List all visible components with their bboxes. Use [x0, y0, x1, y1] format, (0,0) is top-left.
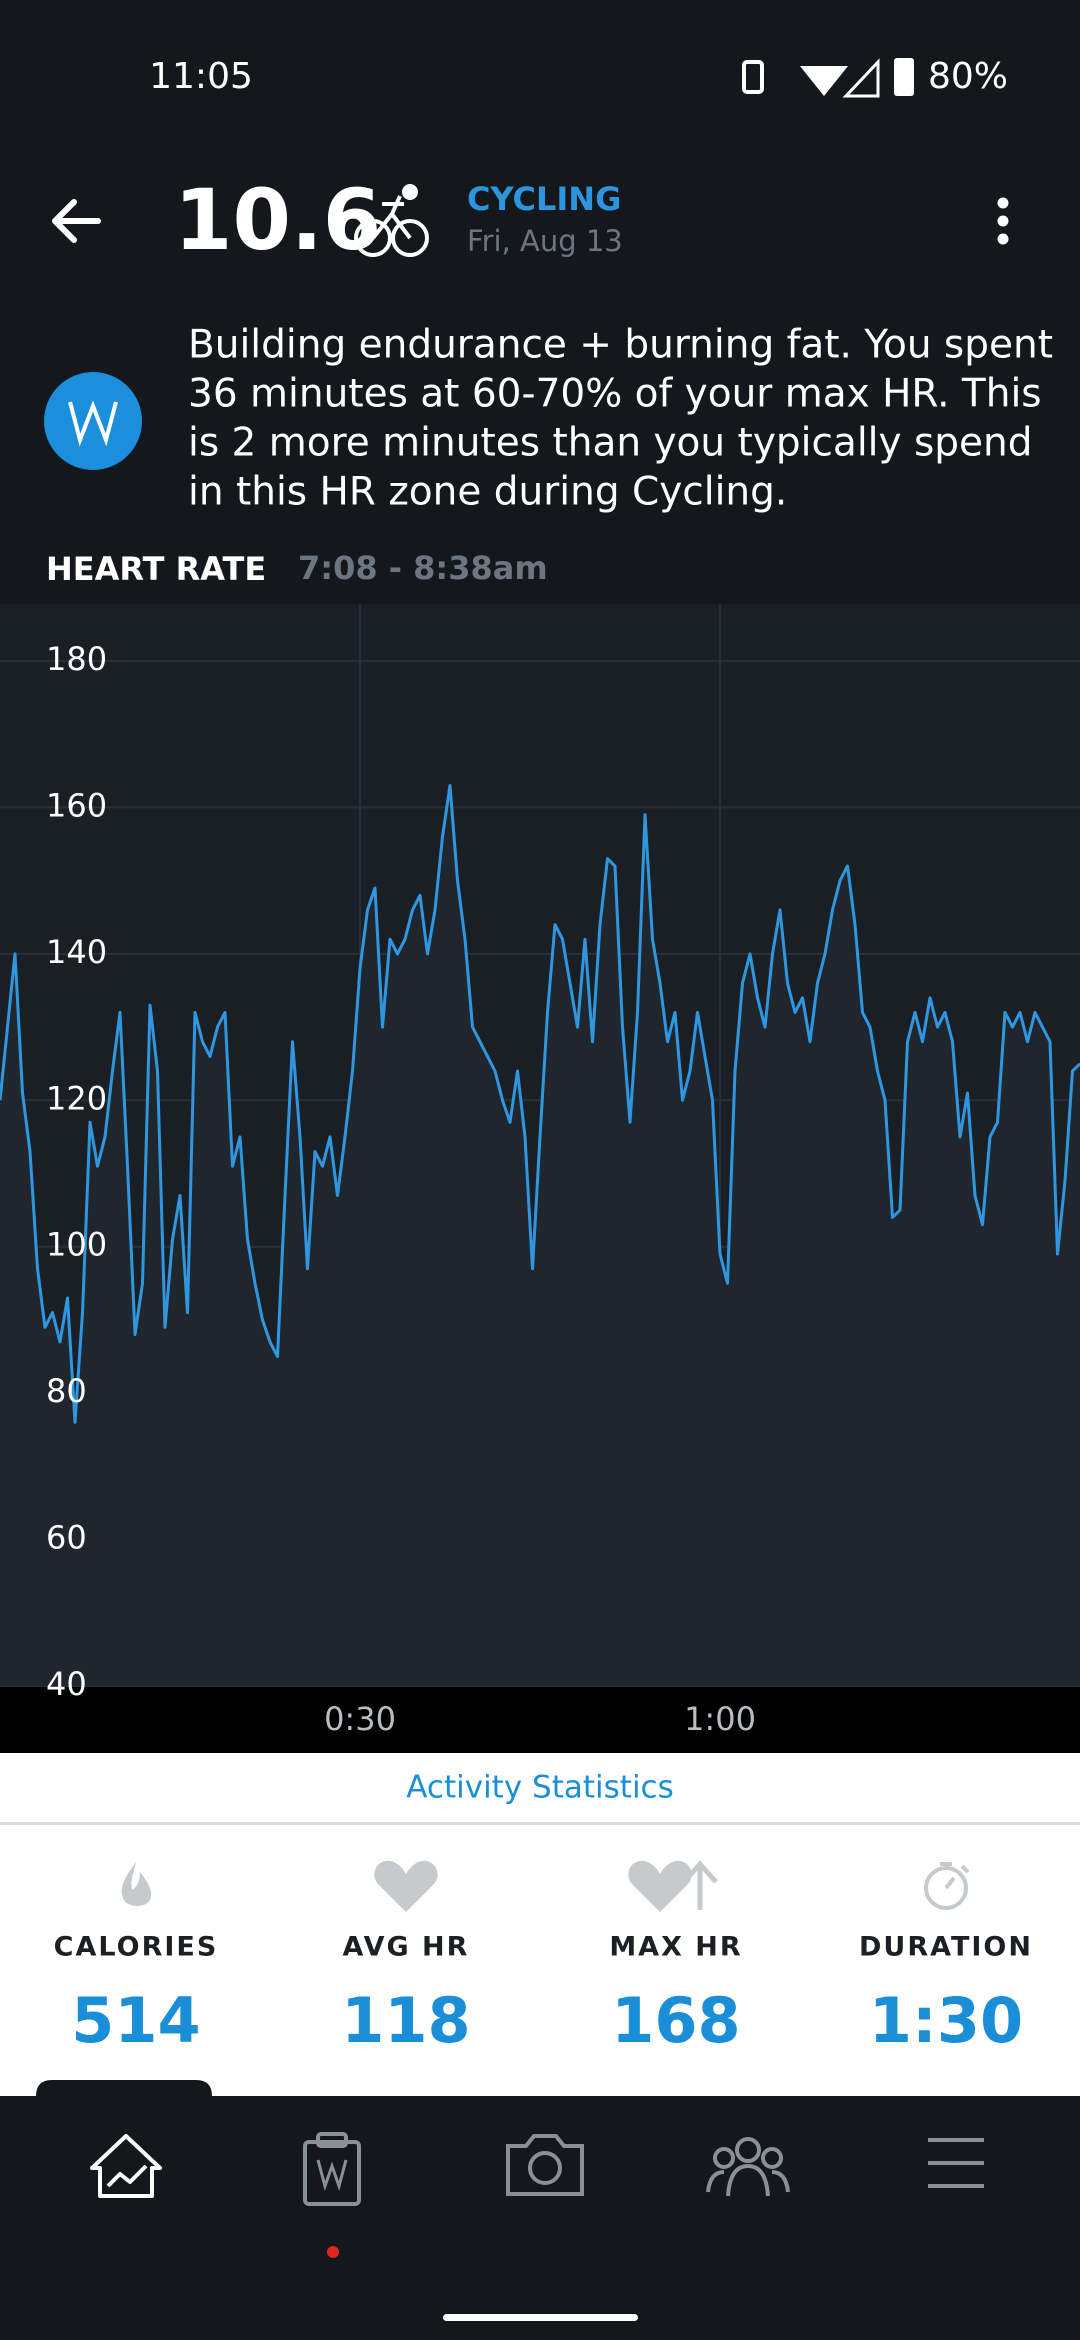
stats-divider [0, 1822, 1080, 1825]
stats-icons [121, 1860, 970, 1912]
chart-subtitle: 7:08 - 8:38am [298, 549, 548, 587]
stat-label: CALORIES [54, 1932, 219, 1963]
overflow-menu[interactable] [997, 197, 1009, 245]
home-indicator [443, 2314, 638, 2321]
avg-hr-icon [374, 1860, 438, 1912]
max-hr-icon [628, 1860, 692, 1912]
stat-label: AVG HR [343, 1932, 470, 1963]
menu-tab[interactable] [928, 2138, 984, 2188]
insight-text: Building endurance + burning fat. You sp… [188, 323, 1053, 515]
active-tab-marker [36, 2080, 212, 2096]
insight-line: is 2 more minutes than you typically spe… [188, 421, 1033, 466]
y-tick-label: 60 [46, 1519, 87, 1557]
back-button[interactable] [52, 199, 101, 243]
x-tick-label: 0:30 [324, 1700, 396, 1738]
y-tick-label: 180 [46, 640, 107, 678]
y-tick-label: 160 [46, 786, 107, 824]
insight-icon [44, 372, 142, 470]
stat-value: 1:30 [869, 1984, 1023, 2057]
status-time: 11:05 [149, 56, 253, 97]
x-axis-band [0, 1686, 1080, 1753]
community-tab[interactable] [706, 2137, 790, 2197]
signal-icon [842, 58, 880, 98]
vibrate-icon [742, 60, 764, 94]
insight-line: Building endurance + burning fat. You sp… [188, 323, 1053, 368]
stats-row: CALORIES 514 AVG HR 118 MAX HR 168 DURATION 1:3… [54, 1932, 1033, 2058]
chart-title: HEART RATE [46, 550, 266, 588]
status-battery: 80% [928, 56, 1008, 97]
wifi-icon [800, 66, 848, 96]
y-tick-label: 120 [46, 1079, 107, 1117]
camera-tab[interactable] [506, 2134, 584, 2196]
insight-line: 36 minutes at 60-70% of your max HR. Thi… [188, 372, 1042, 417]
nav-bar [0, 2096, 1080, 2340]
stats-title: Activity Statistics [406, 1770, 674, 1806]
stat-value: 168 [611, 1984, 740, 2057]
heart-rate-chart: 0:30 1:00 40 60 80 100 120 140 160 180 [0, 604, 1080, 1738]
status-icons [742, 58, 914, 98]
stats-panel [0, 1753, 1080, 2096]
y-tick-label: 80 [46, 1372, 87, 1410]
x-tick-label: 1:00 [684, 1700, 756, 1738]
insight-line: in this HR zone during Cycling. [188, 470, 787, 515]
stat-value: 514 [71, 1984, 200, 2057]
hr-line [0, 784, 1080, 1424]
journal-badge [327, 2246, 339, 2258]
duration-icon [924, 1866, 968, 1910]
journal-tab[interactable] [303, 2132, 361, 2206]
y-tick-label: 140 [46, 933, 107, 971]
duration-icon-hands [940, 1862, 970, 1890]
activity-date: Fri, Aug 13 [467, 224, 623, 258]
y-tick-label: 40 [46, 1665, 87, 1703]
activity-type: CYCLING [467, 180, 621, 218]
activity-score: 10.6 [174, 171, 381, 269]
stat-label: MAX HR [609, 1932, 742, 1963]
insight-logo [68, 400, 118, 447]
stat-value: 118 [341, 1984, 470, 2057]
y-tick-label: 100 [46, 1226, 107, 1264]
stat-label: DURATION [859, 1932, 1033, 1963]
home-tab[interactable] [90, 2134, 162, 2198]
cycling-icon [354, 184, 429, 257]
max-hr-arrow [682, 1860, 718, 1910]
hr-area [0, 785, 1080, 1686]
calories-icon [121, 1862, 152, 1906]
battery-icon [894, 58, 914, 96]
